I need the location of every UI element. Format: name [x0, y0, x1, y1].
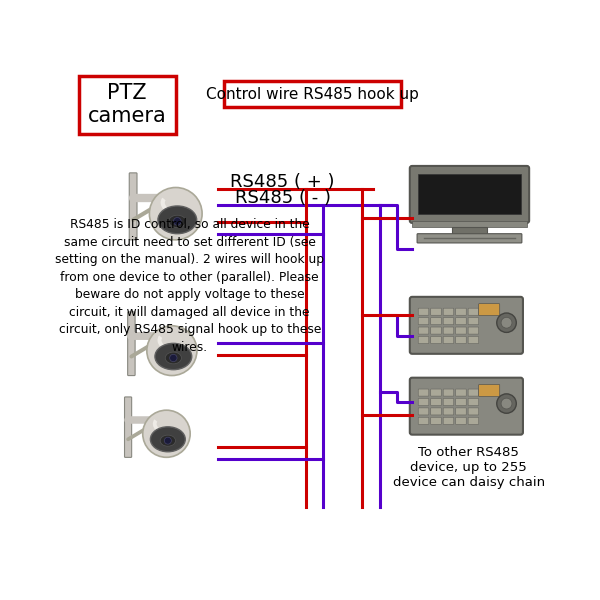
Text: Control wire RS485 hook up: Control wire RS485 hook up [206, 87, 419, 102]
FancyBboxPatch shape [418, 389, 429, 396]
Ellipse shape [165, 352, 181, 364]
Ellipse shape [151, 427, 185, 452]
FancyBboxPatch shape [418, 408, 429, 415]
FancyBboxPatch shape [418, 418, 429, 424]
FancyBboxPatch shape [468, 389, 479, 396]
FancyBboxPatch shape [443, 418, 454, 424]
FancyBboxPatch shape [455, 398, 466, 406]
Bar [418, 175, 521, 214]
Ellipse shape [169, 215, 186, 227]
FancyBboxPatch shape [443, 337, 454, 344]
FancyBboxPatch shape [431, 337, 441, 344]
Circle shape [147, 326, 197, 376]
Ellipse shape [158, 206, 197, 234]
FancyBboxPatch shape [468, 408, 479, 415]
FancyBboxPatch shape [443, 317, 454, 325]
FancyBboxPatch shape [431, 317, 441, 325]
FancyBboxPatch shape [455, 418, 466, 424]
FancyBboxPatch shape [455, 308, 466, 315]
Text: PTZ
camera: PTZ camera [88, 83, 166, 126]
FancyBboxPatch shape [455, 389, 466, 396]
FancyBboxPatch shape [128, 312, 135, 376]
FancyBboxPatch shape [455, 317, 466, 325]
Bar [412, 221, 527, 227]
FancyBboxPatch shape [455, 327, 466, 334]
FancyBboxPatch shape [479, 385, 500, 397]
FancyBboxPatch shape [468, 398, 479, 406]
FancyBboxPatch shape [468, 327, 479, 334]
FancyBboxPatch shape [431, 308, 441, 315]
Circle shape [143, 410, 190, 457]
FancyBboxPatch shape [443, 308, 454, 315]
Circle shape [149, 187, 202, 240]
FancyBboxPatch shape [431, 327, 441, 334]
FancyBboxPatch shape [417, 234, 522, 243]
Text: To other RS485
device, up to 255
device can daisy chain: To other RS485 device, up to 255 device … [392, 446, 545, 488]
FancyBboxPatch shape [418, 308, 429, 315]
Bar [452, 227, 487, 235]
Circle shape [501, 317, 512, 328]
Text: RS485 ( + ): RS485 ( + ) [230, 173, 335, 191]
FancyBboxPatch shape [468, 317, 479, 325]
FancyBboxPatch shape [443, 389, 454, 396]
Ellipse shape [160, 435, 176, 446]
FancyBboxPatch shape [418, 398, 429, 406]
FancyBboxPatch shape [443, 398, 454, 406]
FancyBboxPatch shape [410, 377, 523, 434]
FancyBboxPatch shape [455, 337, 466, 344]
Circle shape [173, 218, 181, 225]
FancyBboxPatch shape [455, 408, 466, 415]
Circle shape [164, 437, 172, 444]
Circle shape [497, 313, 516, 332]
Text: RS485 ( - ): RS485 ( - ) [235, 189, 331, 207]
FancyBboxPatch shape [410, 166, 529, 223]
Ellipse shape [155, 343, 192, 370]
FancyBboxPatch shape [468, 337, 479, 344]
FancyBboxPatch shape [418, 337, 429, 344]
FancyBboxPatch shape [410, 297, 523, 354]
Text: RS485 is ID control, so all device in the
same circuit need to set different ID : RS485 is ID control, so all device in th… [55, 218, 324, 354]
Circle shape [170, 355, 177, 362]
FancyBboxPatch shape [431, 389, 441, 396]
FancyBboxPatch shape [479, 304, 500, 316]
Circle shape [501, 398, 512, 409]
FancyBboxPatch shape [431, 418, 441, 424]
FancyBboxPatch shape [468, 308, 479, 315]
FancyBboxPatch shape [443, 327, 454, 334]
FancyBboxPatch shape [418, 327, 429, 334]
FancyBboxPatch shape [431, 398, 441, 406]
Circle shape [497, 394, 516, 413]
FancyBboxPatch shape [224, 81, 401, 107]
FancyBboxPatch shape [125, 397, 131, 457]
FancyBboxPatch shape [443, 408, 454, 415]
FancyBboxPatch shape [129, 173, 137, 240]
FancyBboxPatch shape [431, 408, 441, 415]
FancyBboxPatch shape [468, 418, 479, 424]
FancyBboxPatch shape [79, 76, 176, 134]
FancyBboxPatch shape [418, 317, 429, 325]
